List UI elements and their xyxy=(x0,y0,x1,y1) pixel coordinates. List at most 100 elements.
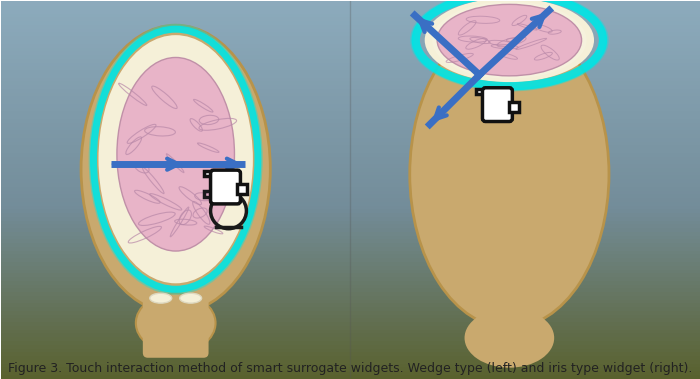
Bar xyxy=(1,79,699,80)
Bar xyxy=(1,225,699,226)
Bar xyxy=(1,128,699,130)
Bar xyxy=(1,43,699,44)
Bar xyxy=(1,42,699,43)
Bar xyxy=(1,169,699,170)
Bar xyxy=(1,205,699,206)
Bar xyxy=(1,73,699,74)
Bar xyxy=(1,91,699,92)
Bar xyxy=(1,221,699,222)
Bar xyxy=(1,177,699,178)
Bar xyxy=(1,175,699,176)
Bar xyxy=(1,371,699,372)
Bar xyxy=(1,186,699,187)
Bar xyxy=(1,10,699,11)
Bar xyxy=(1,67,699,68)
Bar xyxy=(1,139,699,140)
Bar xyxy=(1,53,699,54)
Bar xyxy=(1,68,699,69)
Bar xyxy=(1,246,699,247)
Bar xyxy=(1,189,699,190)
Bar xyxy=(1,223,699,224)
Bar xyxy=(1,289,699,290)
Bar xyxy=(1,331,699,332)
Bar xyxy=(1,122,699,124)
Bar xyxy=(1,166,699,167)
Bar xyxy=(1,76,699,77)
Bar xyxy=(1,346,699,347)
Bar xyxy=(1,288,699,289)
Bar xyxy=(1,317,699,318)
Bar xyxy=(1,21,699,22)
Bar xyxy=(1,357,699,358)
Bar xyxy=(1,301,699,302)
Bar xyxy=(1,265,699,266)
Bar xyxy=(1,164,699,165)
Bar xyxy=(1,218,699,219)
Bar xyxy=(1,270,699,271)
Bar xyxy=(1,230,699,231)
Bar xyxy=(1,302,699,303)
Bar xyxy=(1,361,699,362)
Bar xyxy=(1,31,699,32)
Bar xyxy=(1,255,699,257)
Bar xyxy=(1,215,699,216)
Bar xyxy=(1,320,699,321)
Bar xyxy=(1,210,699,211)
Bar xyxy=(1,19,699,20)
Bar xyxy=(1,322,699,323)
Bar xyxy=(1,314,699,315)
Bar xyxy=(1,257,699,258)
Ellipse shape xyxy=(438,5,582,76)
Bar xyxy=(1,187,699,188)
Bar xyxy=(1,358,699,359)
Bar xyxy=(1,278,699,279)
Bar xyxy=(1,56,699,57)
Bar xyxy=(1,97,699,98)
Bar xyxy=(1,226,699,227)
Bar xyxy=(1,171,699,172)
Bar xyxy=(1,178,699,179)
FancyBboxPatch shape xyxy=(482,88,512,122)
Bar xyxy=(1,81,699,82)
Bar xyxy=(1,373,699,374)
Bar xyxy=(1,269,699,270)
Bar xyxy=(1,367,699,368)
Bar xyxy=(1,277,699,278)
Bar xyxy=(1,106,699,108)
Bar xyxy=(1,11,699,12)
Bar xyxy=(1,216,699,217)
Bar xyxy=(1,296,699,297)
Bar xyxy=(1,291,699,292)
Bar xyxy=(1,240,699,241)
Bar xyxy=(1,276,699,277)
Bar xyxy=(1,271,699,273)
Bar xyxy=(1,247,699,249)
Bar xyxy=(1,60,699,61)
Bar xyxy=(1,338,699,339)
Bar xyxy=(1,83,699,84)
Bar xyxy=(1,87,699,88)
Bar xyxy=(1,292,699,293)
Bar xyxy=(1,55,699,56)
Bar xyxy=(1,359,699,360)
Ellipse shape xyxy=(150,293,171,303)
Bar xyxy=(1,80,699,81)
Bar xyxy=(1,309,699,310)
Bar xyxy=(1,141,699,143)
Bar xyxy=(1,356,699,357)
Bar xyxy=(1,263,699,265)
Bar xyxy=(1,30,699,31)
Bar xyxy=(1,111,699,113)
Polygon shape xyxy=(475,89,489,94)
Bar xyxy=(1,328,699,329)
Bar xyxy=(1,62,699,63)
Bar xyxy=(1,124,699,125)
Bar xyxy=(1,195,699,196)
Bar xyxy=(1,140,699,141)
Bar xyxy=(1,88,699,89)
Bar xyxy=(1,305,699,306)
Bar xyxy=(1,209,699,210)
Bar xyxy=(1,193,699,194)
Bar xyxy=(1,34,699,35)
Bar xyxy=(1,150,699,151)
